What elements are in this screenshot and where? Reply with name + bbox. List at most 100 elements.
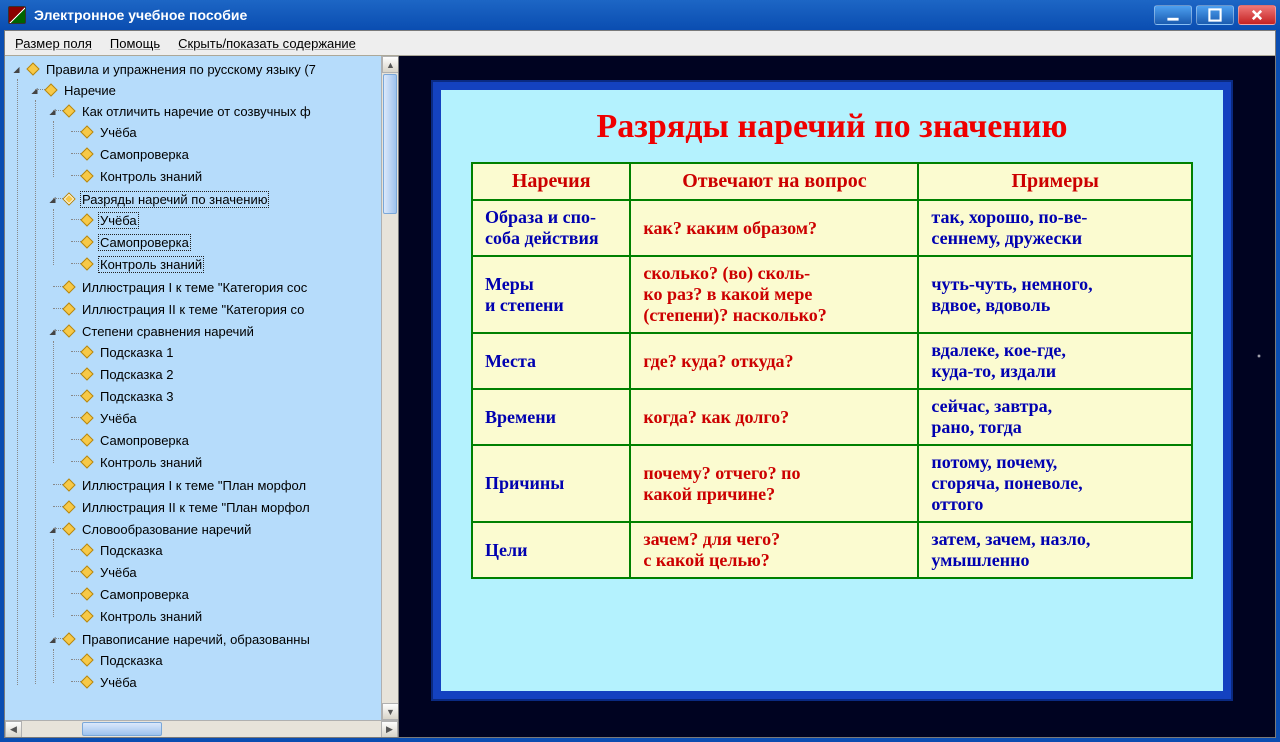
diamond-icon <box>62 632 76 646</box>
tree-label: Контроль знаний <box>98 455 204 470</box>
client-area: Размер поля Помощь Скрыть/показать содер… <box>4 30 1276 738</box>
diamond-icon <box>62 324 76 338</box>
expand-icon[interactable] <box>47 326 58 337</box>
horizontal-scrollbar[interactable]: ◀ ▶ <box>5 720 398 737</box>
scroll-left-button[interactable]: ◀ <box>5 721 22 738</box>
tree-label: Правила и упражнения по русскому языку (… <box>44 62 318 77</box>
table-cell: Причины <box>472 445 630 522</box>
diamond-icon <box>80 235 94 249</box>
diamond-icon <box>62 522 76 536</box>
tree-label: Разряды наречий по значению <box>80 191 269 208</box>
tree-item[interactable]: Учёба <box>65 408 381 428</box>
diamond-icon <box>80 367 94 381</box>
scroll-down-button[interactable]: ▼ <box>382 703 399 720</box>
tree-item[interactable]: Контроль знаний <box>65 606 381 626</box>
tree-label: Учёба <box>98 125 139 140</box>
scroll-thumb[interactable] <box>383 74 397 214</box>
table-cell: затем, зачем, назло,умышленно <box>918 522 1192 578</box>
table-row: Временикогда? как долго?сейчас, завтра,р… <box>472 389 1192 445</box>
tree-label: Самопроверка <box>98 433 191 448</box>
tree-item[interactable]: Иллюстрация I к теме "Категория сос <box>47 277 381 297</box>
tree-label: Учёба <box>98 212 139 229</box>
app-window: Электронное учебное пособие Размер поля … <box>0 0 1280 742</box>
table-cell: зачем? для чего? с какой целью? <box>630 522 918 578</box>
table-header: Примеры <box>918 163 1192 200</box>
diamond-icon <box>80 345 94 359</box>
tree-item[interactable]: Самопроверка <box>65 584 381 604</box>
tree-item[interactable]: Подсказка <box>65 540 381 560</box>
diamond-icon <box>80 389 94 403</box>
scroll-up-button[interactable]: ▲ <box>382 56 399 73</box>
tree-item[interactable]: Учёба <box>65 210 381 230</box>
tree-item[interactable]: Правописание наречий, образованны <box>47 629 381 649</box>
tree-item[interactable]: Самопроверка <box>65 232 381 252</box>
close-button[interactable] <box>1238 5 1276 25</box>
diamond-icon <box>80 257 94 271</box>
expand-icon[interactable] <box>47 106 58 117</box>
tree-item[interactable]: Учёба <box>65 562 381 582</box>
table-cell: вдалеке, кое-где,куда-то, издали <box>918 333 1192 389</box>
tree-label: Иллюстрация I к теме "Категория сос <box>80 280 309 295</box>
tree-item-root[interactable]: Правила и упражнения по русскому языку (… <box>11 59 381 79</box>
table-cell: сейчас, завтра,рано, тогда <box>918 389 1192 445</box>
tree-item[interactable]: Контроль знаний <box>65 254 381 274</box>
tree-label: Словообразование наречий <box>80 522 253 537</box>
tree-item[interactable]: Контроль знаний <box>65 166 381 186</box>
tree-item[interactable]: Словообразование наречий <box>47 519 381 539</box>
tree-item[interactable]: Степени сравнения наречий <box>47 321 381 341</box>
table-row: Образа и спо-соба действиякак? каким обр… <box>472 200 1192 256</box>
tree-label: Правописание наречий, образованны <box>80 632 312 647</box>
tree-item[interactable]: Иллюстрация II к теме "План морфол <box>47 497 381 517</box>
tree-item[interactable]: Подсказка 3 <box>65 386 381 406</box>
expand-icon[interactable] <box>11 64 22 75</box>
tree-label: Иллюстрация II к теме "План морфол <box>80 500 312 515</box>
titlebar[interactable]: Электронное учебное пособие <box>0 0 1280 30</box>
scroll-right-button[interactable]: ▶ <box>381 721 398 738</box>
diamond-icon <box>80 411 94 425</box>
maximize-button[interactable] <box>1196 5 1234 25</box>
tree-label: Учёба <box>98 411 139 426</box>
tree-label: Подсказка 3 <box>98 389 175 404</box>
slide: Разряды наречий по значению Наречия Отве… <box>441 90 1223 691</box>
vertical-scrollbar[interactable]: ▲ ▼ <box>381 56 398 720</box>
tree-item[interactable]: Самопроверка <box>65 430 381 450</box>
tree-item-selected[interactable]: Разряды наречий по значению <box>47 189 381 209</box>
tree-label: Как отличить наречие от созвучных ф <box>80 104 313 119</box>
table-cell: почему? отчего? покакой причине? <box>630 445 918 522</box>
tree-item[interactable]: Наречие <box>29 80 381 100</box>
minimize-button[interactable] <box>1154 5 1192 25</box>
diamond-open-icon <box>62 192 76 206</box>
diamond-icon <box>44 83 58 97</box>
tree-label: Учёба <box>98 565 139 580</box>
scroll-thumb[interactable] <box>82 722 162 736</box>
expand-icon[interactable] <box>47 634 58 645</box>
tree-item[interactable]: Иллюстрация I к теме "План морфол <box>47 475 381 495</box>
table-header: Отвечают на вопрос <box>630 163 918 200</box>
menubar: Размер поля Помощь Скрыть/показать содер… <box>5 31 1275 55</box>
toc-scroll-area[interactable]: Правила и упражнения по русскому языку (… <box>5 56 381 720</box>
tree-item[interactable]: Учёба <box>65 122 381 142</box>
menu-size[interactable]: Размер поля <box>15 36 92 51</box>
tree-item[interactable]: Самопроверка <box>65 144 381 164</box>
tree-item[interactable]: Контроль знаний <box>65 452 381 472</box>
tree-item[interactable]: Иллюстрация II к теме "Категория со <box>47 299 381 319</box>
diamond-icon <box>62 500 76 514</box>
expand-icon[interactable] <box>47 194 58 205</box>
tree-item[interactable]: Учёба <box>65 672 381 692</box>
tree-item[interactable]: Как отличить наречие от созвучных ф <box>47 101 381 121</box>
tree-label: Иллюстрация II к теме "Категория со <box>80 302 306 317</box>
menu-toggle-toc[interactable]: Скрыть/показать содержание <box>178 36 356 51</box>
expand-icon[interactable] <box>47 524 58 535</box>
tree-item[interactable]: Подсказка <box>65 650 381 670</box>
tree-label: Подсказка <box>98 653 165 668</box>
tree-item[interactable]: Подсказка 1 <box>65 342 381 362</box>
tree-label: Контроль знаний <box>98 609 204 624</box>
table-cell: Образа и спо-соба действия <box>472 200 630 256</box>
tree-item[interactable]: Подсказка 2 <box>65 364 381 384</box>
menu-help[interactable]: Помощь <box>110 36 160 51</box>
tree-label: Самопроверка <box>98 587 191 602</box>
expand-icon[interactable] <box>29 85 40 96</box>
table-row: Причиныпочему? отчего? покакой причине?п… <box>472 445 1192 522</box>
diamond-icon <box>80 565 94 579</box>
tree-label: Самопроверка <box>98 147 191 162</box>
